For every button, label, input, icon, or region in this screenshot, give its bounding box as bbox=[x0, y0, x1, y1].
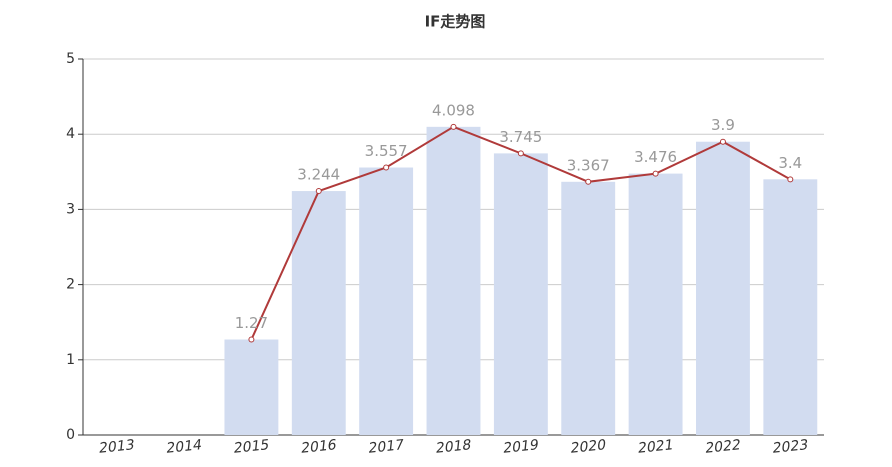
y-tick-label: 2 bbox=[66, 277, 75, 293]
bar bbox=[628, 173, 683, 435]
bar bbox=[426, 126, 481, 436]
data-label: 3.367 bbox=[567, 156, 610, 174]
y-tick-label: 1 bbox=[66, 352, 75, 368]
y-tick-label: 4 bbox=[66, 126, 75, 142]
data-label: 3.244 bbox=[297, 166, 340, 184]
x-tick-label: 2023 bbox=[772, 437, 809, 457]
trend-point bbox=[787, 176, 794, 183]
y-tick-label: 0 bbox=[66, 427, 75, 443]
trend-point bbox=[517, 150, 524, 157]
data-label: 3.476 bbox=[634, 148, 677, 166]
y-tick-label: 3 bbox=[66, 201, 75, 217]
x-tick-label: 2018 bbox=[435, 437, 472, 457]
data-label: 3.745 bbox=[499, 128, 542, 146]
bar bbox=[291, 191, 346, 435]
chart-title: IF走势图 bbox=[425, 13, 486, 31]
bar bbox=[561, 181, 616, 435]
trend-point bbox=[383, 164, 390, 171]
data-label: 3.4 bbox=[778, 154, 802, 172]
x-tick-label: 2021 bbox=[637, 437, 674, 457]
x-tick-label: 2020 bbox=[570, 437, 607, 457]
bar bbox=[696, 141, 750, 435]
bar bbox=[359, 167, 414, 435]
data-label: 3.9 bbox=[711, 116, 735, 134]
x-tick-label: 2013 bbox=[98, 437, 135, 457]
data-label: 1.27 bbox=[235, 314, 268, 332]
x-tick-label: 2022 bbox=[704, 437, 741, 457]
trend-point bbox=[248, 336, 255, 343]
x-tick-label: 2015 bbox=[233, 437, 270, 457]
trend-point bbox=[719, 138, 726, 145]
trend-point bbox=[585, 178, 592, 185]
bar bbox=[493, 153, 548, 435]
x-tick-label: 2016 bbox=[300, 437, 337, 457]
data-label: 4.098 bbox=[432, 101, 475, 119]
bar bbox=[224, 339, 279, 435]
bar bbox=[763, 179, 818, 435]
x-tick-label: 2017 bbox=[368, 437, 405, 457]
x-tick-label: 2019 bbox=[502, 437, 539, 457]
trend-point bbox=[450, 123, 457, 130]
trend-point bbox=[652, 170, 659, 177]
x-tick-label: 2014 bbox=[165, 437, 202, 457]
y-tick-label: 5 bbox=[66, 51, 75, 67]
trend-point bbox=[315, 188, 322, 195]
data-label: 3.557 bbox=[365, 142, 408, 160]
